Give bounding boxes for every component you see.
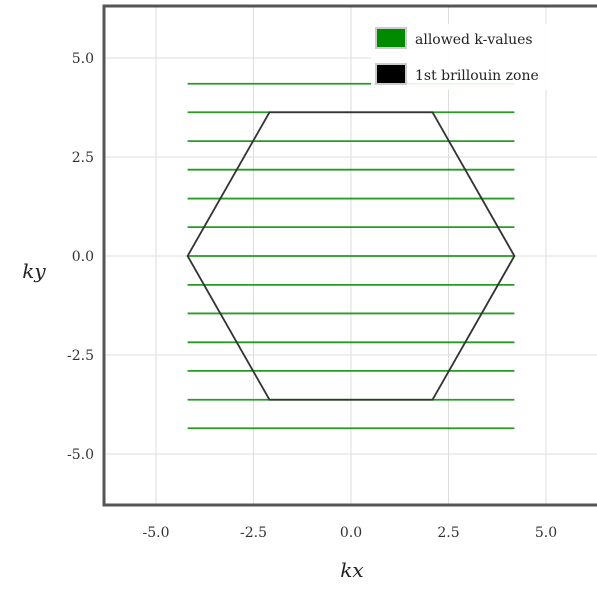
legend-label-allowed-k-values: allowed k-values bbox=[415, 32, 533, 48]
y-tick-label: 2.5 bbox=[72, 150, 94, 166]
brillouin-zone-hexagon bbox=[186, 111, 516, 401]
x-axis-title: kx bbox=[340, 558, 363, 582]
x-tick-label: 2.5 bbox=[437, 525, 459, 541]
legend-swatch-black bbox=[375, 63, 407, 85]
y-tick-label: 5.0 bbox=[72, 51, 94, 67]
x-tick-label: -2.5 bbox=[240, 525, 267, 541]
y-tick-label: -5.0 bbox=[67, 447, 94, 463]
legend-item-1st-brillouin-zone: 1st brillouin zone bbox=[375, 63, 539, 85]
y-tick-label: -2.5 bbox=[67, 348, 94, 364]
legend-label-1st-brillouin-zone: 1st brillouin zone bbox=[415, 68, 539, 84]
y-tick-label: 0.0 bbox=[72, 249, 94, 265]
x-tick-label: 5.0 bbox=[535, 525, 557, 541]
legend: allowed k-values 1st brillouin zone bbox=[371, 24, 597, 90]
y-axis-title: ky bbox=[22, 259, 46, 283]
legend-background bbox=[371, 24, 597, 90]
plot-frame bbox=[102, 4, 597, 507]
legend-swatch-green bbox=[375, 27, 407, 49]
x-tick-label: -5.0 bbox=[143, 525, 170, 541]
legend-item-allowed-k-values: allowed k-values bbox=[375, 27, 533, 49]
x-tick-label: 0.0 bbox=[340, 525, 362, 541]
tick-layer: -5.0 -2.5 0.0 2.5 5.0 5.0 2.5 0.0 -2.5 -5.0 bbox=[67, 51, 557, 541]
